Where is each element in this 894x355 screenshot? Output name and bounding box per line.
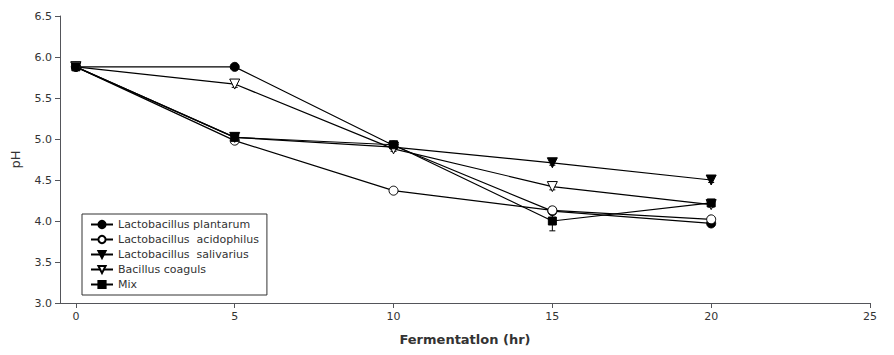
svg-text:4.5: 4.5 (35, 174, 53, 187)
svg-text:6.5: 6.5 (35, 10, 53, 23)
svg-text:Lactobacillus acidophilus: Lactobacillus acidophilus (118, 233, 259, 246)
svg-text:15: 15 (545, 310, 559, 323)
svg-text:5.5: 5.5 (35, 92, 53, 105)
svg-text:25: 25 (863, 310, 877, 323)
svg-text:3.0: 3.0 (35, 297, 53, 310)
svg-text:Bacillus coaguls: Bacillus coaguls (118, 263, 206, 276)
svg-text:3.5: 3.5 (35, 256, 53, 269)
svg-text:Fermentatlon (hr): Fermentatlon (hr) (399, 332, 530, 347)
svg-text:6.0: 6.0 (35, 51, 53, 64)
svg-text:5.0: 5.0 (35, 133, 53, 146)
svg-text:Lactobacillus salivarius: Lactobacillus salivarius (118, 248, 249, 261)
svg-text:0: 0 (72, 310, 79, 323)
svg-text:Mix: Mix (118, 278, 138, 291)
svg-text:10: 10 (387, 310, 401, 323)
svg-text:20: 20 (704, 310, 718, 323)
svg-text:5: 5 (231, 310, 238, 323)
svg-text:4.0: 4.0 (35, 215, 53, 228)
svg-text:pH: pH (8, 150, 23, 168)
svg-text:Lactobacillus plantarum: Lactobacillus plantarum (118, 218, 250, 231)
